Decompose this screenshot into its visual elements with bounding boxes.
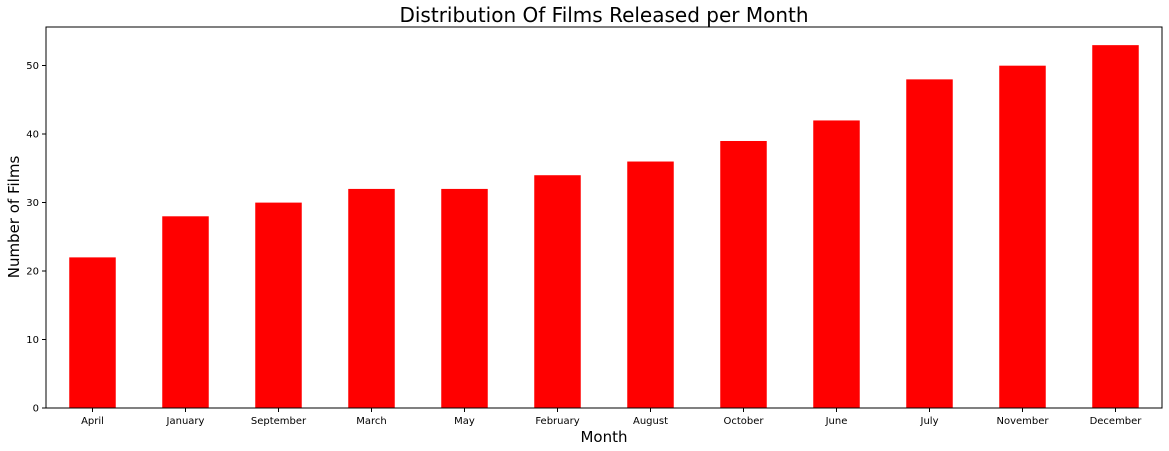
chart-title: Distribution Of Films Released per Month xyxy=(399,3,808,27)
y-tick-label: 50 xyxy=(26,61,39,72)
x-tick-label: January xyxy=(166,416,205,427)
bar-february xyxy=(534,175,581,408)
ticks-layer: April January September March May February Aug… xyxy=(26,61,1142,427)
plot-frame xyxy=(45,26,1163,409)
bar-july xyxy=(906,79,953,409)
y-tick-label: 20 xyxy=(26,267,39,278)
x-tick-label: May xyxy=(454,416,475,427)
bar-october xyxy=(720,140,767,409)
x-axis-title: Month xyxy=(580,428,627,446)
y-tick-label: 30 xyxy=(26,198,39,209)
bar-november xyxy=(999,65,1046,409)
x-tick-label: August xyxy=(633,416,668,427)
bar-december xyxy=(1092,45,1139,408)
bar-march xyxy=(348,188,395,408)
x-tick-label: July xyxy=(920,416,939,427)
y-axis-title: Number of Films xyxy=(5,156,23,279)
x-tick-label: October xyxy=(723,416,764,427)
y-tick-label: 0 xyxy=(33,404,39,415)
x-tick-label: April xyxy=(81,416,104,427)
bar-august xyxy=(627,161,674,408)
bars-layer xyxy=(69,45,1139,409)
bar-april xyxy=(69,257,116,408)
x-tick-label: December xyxy=(1090,416,1143,427)
x-tick-label: June xyxy=(825,416,848,427)
x-tick-label: February xyxy=(535,416,579,427)
bar-june xyxy=(813,120,860,408)
x-tick-label: September xyxy=(251,416,307,427)
bar-may xyxy=(441,188,488,408)
bar-september xyxy=(255,202,302,408)
bar-january xyxy=(162,216,209,408)
y-tick-label: 40 xyxy=(26,130,39,141)
x-tick-label: March xyxy=(356,416,386,427)
x-tick-label: November xyxy=(996,416,1049,427)
y-tick-label: 10 xyxy=(26,335,39,346)
